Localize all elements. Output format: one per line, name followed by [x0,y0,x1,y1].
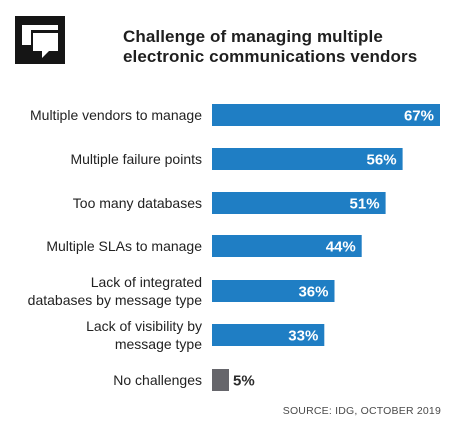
category-label-4-1: databases by message type [28,292,203,308]
category-label-0-0: Multiple vendors to manage [30,107,202,123]
chart-title-line-2: electronic communications vendors [123,47,418,66]
bar-5 [212,324,325,346]
category-label-2-0: Too many databases [73,195,202,211]
bar-2 [212,192,386,214]
value-label-6: 5% [233,373,255,390]
source-note: SOURCE: IDG, OCTOBER 2019 [282,405,441,417]
speech-bubbles-icon [15,16,65,64]
chart-title: Challenge of managing multiple electroni… [123,27,443,67]
bar-3 [212,235,362,257]
value-label-2: 51% [350,196,380,213]
category-label-6-0: No challenges [113,372,202,388]
chart-title-line-1: Challenge of managing multiple [123,27,383,46]
category-label-5-0: Lack of visibility by [86,318,202,334]
category-label-1-0: Multiple failure points [70,151,202,167]
bar-4 [212,280,335,302]
value-label-1: 56% [367,152,397,169]
value-label-5: 33% [288,328,318,345]
value-label-4: 36% [298,284,328,301]
category-label-5-1: message type [115,336,202,352]
bar-6 [212,369,229,391]
category-label-3-0: Multiple SLAs to manage [46,238,202,254]
category-label-4-0: Lack of integrated [91,274,202,290]
bar-0 [212,104,440,126]
value-label-0: 67% [404,108,434,125]
value-label-3: 44% [326,239,356,256]
bar-1 [212,148,403,170]
